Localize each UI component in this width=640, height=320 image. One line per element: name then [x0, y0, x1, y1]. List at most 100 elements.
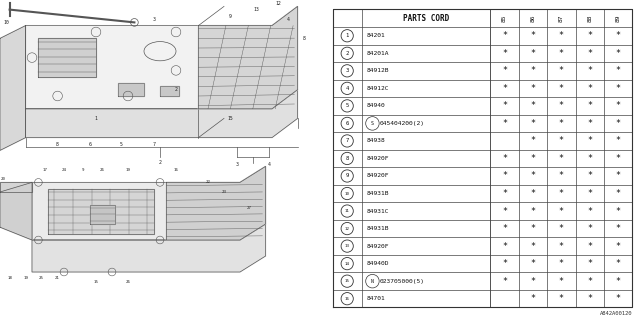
Text: 84201: 84201 [366, 33, 385, 38]
Text: 2: 2 [159, 160, 161, 165]
Text: 85: 85 [502, 14, 507, 22]
Text: 10: 10 [345, 192, 349, 196]
Text: 4: 4 [268, 162, 270, 167]
Text: 84931B: 84931B [366, 226, 389, 231]
Text: *: * [502, 206, 507, 216]
Text: 3: 3 [236, 162, 238, 167]
Text: PARTS CORD: PARTS CORD [403, 14, 449, 23]
Text: *: * [588, 294, 592, 303]
Text: 84912B: 84912B [366, 68, 389, 73]
Text: *: * [559, 242, 564, 251]
Text: 22: 22 [205, 180, 211, 184]
Text: *: * [588, 172, 592, 180]
Text: 2: 2 [175, 87, 177, 92]
Text: 11: 11 [345, 209, 349, 213]
Polygon shape [166, 166, 266, 240]
Polygon shape [0, 182, 32, 192]
Text: *: * [559, 119, 564, 128]
Text: 8: 8 [303, 36, 305, 41]
Text: 7: 7 [152, 141, 155, 147]
Text: *: * [559, 31, 564, 40]
Text: 7: 7 [346, 139, 349, 143]
Text: 4: 4 [287, 17, 289, 22]
Text: *: * [502, 84, 507, 93]
Text: *: * [531, 101, 536, 110]
Polygon shape [0, 182, 32, 240]
Text: *: * [559, 66, 564, 75]
Text: *: * [531, 119, 536, 128]
Text: *: * [502, 119, 507, 128]
Text: 25: 25 [39, 276, 44, 280]
Text: *: * [616, 242, 621, 251]
Text: 12: 12 [345, 227, 349, 231]
Text: *: * [588, 136, 592, 145]
Text: *: * [616, 259, 621, 268]
Text: 17: 17 [42, 168, 47, 172]
Text: 045404200(2): 045404200(2) [380, 121, 425, 126]
Text: *: * [531, 31, 536, 40]
Text: *: * [616, 66, 621, 75]
Text: *: * [616, 136, 621, 145]
Text: *: * [559, 49, 564, 58]
Text: 84940: 84940 [366, 103, 385, 108]
Text: 15: 15 [345, 279, 349, 283]
Text: *: * [588, 119, 592, 128]
Text: 6: 6 [88, 141, 91, 147]
Text: S: S [371, 121, 374, 126]
Text: *: * [531, 242, 536, 251]
Text: *: * [531, 172, 536, 180]
Text: 10: 10 [4, 20, 9, 25]
Text: *: * [616, 119, 621, 128]
Text: *: * [616, 101, 621, 110]
Text: *: * [559, 172, 564, 180]
Text: *: * [502, 189, 507, 198]
Polygon shape [198, 6, 298, 109]
Text: *: * [531, 84, 536, 93]
Text: *: * [502, 224, 507, 233]
Polygon shape [160, 86, 179, 96]
Polygon shape [48, 189, 154, 234]
Text: 89: 89 [616, 14, 621, 22]
Text: 2: 2 [346, 51, 349, 56]
Text: *: * [588, 49, 592, 58]
Text: *: * [531, 49, 536, 58]
Text: 84920F: 84920F [366, 173, 389, 179]
Text: *: * [502, 49, 507, 58]
Text: *: * [531, 277, 536, 286]
Text: *: * [588, 101, 592, 110]
Text: 023705000(5): 023705000(5) [380, 279, 425, 284]
Text: 13: 13 [253, 7, 259, 12]
Text: 14: 14 [345, 262, 349, 266]
Text: *: * [559, 84, 564, 93]
Text: 8: 8 [56, 141, 59, 147]
Text: 19: 19 [23, 276, 28, 280]
Text: *: * [559, 224, 564, 233]
Text: 84701: 84701 [366, 296, 385, 301]
Text: 84931C: 84931C [366, 209, 389, 213]
Polygon shape [38, 38, 96, 77]
Polygon shape [32, 166, 266, 240]
Text: 15: 15 [228, 116, 233, 121]
Text: *: * [502, 242, 507, 251]
Text: *: * [588, 259, 592, 268]
Text: 16: 16 [345, 297, 349, 301]
Text: 26: 26 [100, 168, 105, 172]
Text: 5: 5 [346, 103, 349, 108]
Text: 9: 9 [346, 173, 349, 179]
Text: *: * [502, 172, 507, 180]
Polygon shape [118, 83, 144, 96]
Text: 84201A: 84201A [366, 51, 389, 56]
Text: 12: 12 [276, 1, 281, 6]
Text: 24: 24 [61, 168, 67, 172]
Text: 15: 15 [93, 280, 99, 284]
Text: *: * [616, 154, 621, 163]
Text: *: * [616, 189, 621, 198]
Polygon shape [26, 90, 298, 138]
Text: *: * [559, 294, 564, 303]
Polygon shape [0, 26, 26, 150]
Text: *: * [502, 101, 507, 110]
Text: 3: 3 [152, 17, 155, 22]
Text: *: * [531, 154, 536, 163]
Text: *: * [616, 294, 621, 303]
Text: *: * [559, 277, 564, 286]
